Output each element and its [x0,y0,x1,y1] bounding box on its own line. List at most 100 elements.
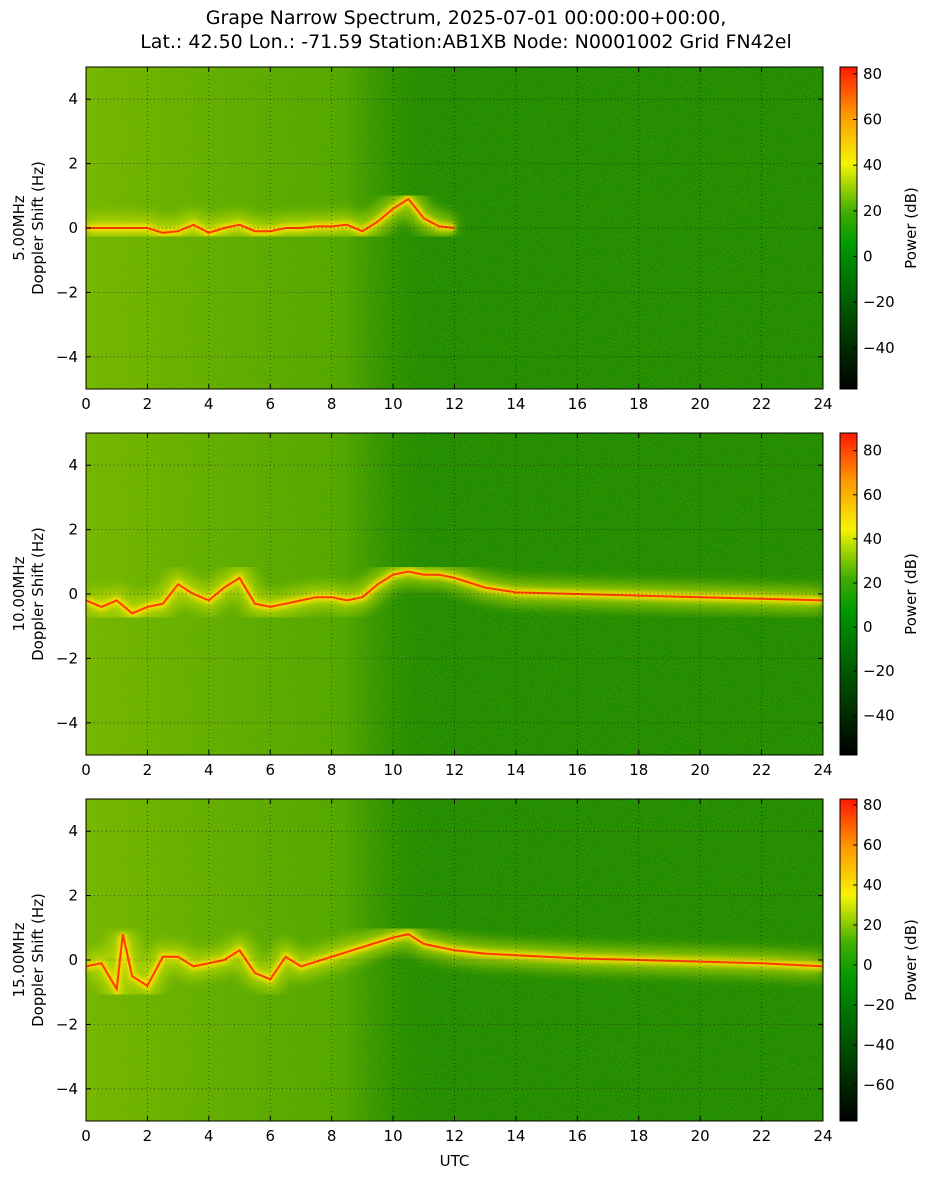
x-tick-label: 10 [384,1127,403,1145]
signal-trace [86,197,455,234]
y-axis-label-frequency: 5.00MHz [10,195,28,261]
colorbar-tick-label: 0 [863,956,873,974]
y-tick-label: 2 [68,887,78,905]
y-tick-label: 0 [68,219,78,237]
x-tick-label: 12 [445,1127,464,1145]
x-tick-label: 10 [384,395,403,413]
y-tick-label: −2 [56,1015,78,1033]
x-tick-label: 16 [568,1127,587,1145]
x-tick-label: 18 [629,395,648,413]
x-tick-label: 0 [81,1127,91,1145]
x-tick-label: 8 [327,395,337,413]
y-axis-label: Doppler Shift (Hz) [29,893,47,1027]
y-axis-label-frequency: 15.00MHz [10,922,28,997]
colorbar-tick-label: −20 [863,293,895,311]
y-tick-label: 0 [68,585,78,603]
x-tick-label: 24 [813,395,832,413]
x-tick-label: 2 [143,1127,153,1145]
x-tick-label: 22 [752,395,771,413]
y-tick-label: −2 [56,283,78,301]
colorbar-tick-label: 20 [863,574,882,592]
colorbar-tick-label: 20 [863,202,882,220]
x-tick-label: 4 [204,761,214,779]
colorbar-tick-label: 60 [863,836,882,854]
x-tick-label: 16 [568,761,587,779]
colorbar-tick-label: −40 [863,1036,895,1054]
x-tick-label: 0 [81,395,91,413]
x-tick-label: 18 [629,761,648,779]
x-axis-label: UTC [440,1152,470,1170]
signal-trace [86,570,823,615]
x-tick-label: 6 [265,395,275,413]
colorbar-tick-label: 80 [863,65,882,83]
colorbar-label: Power (dB) [902,919,920,1001]
x-tick-label: 22 [752,761,771,779]
colorbar-tick-label: 0 [863,248,873,266]
x-tick-label: 2 [143,395,153,413]
colorbar-tick-label: 40 [863,156,882,174]
y-tick-label: 4 [68,456,78,474]
x-tick-label: 14 [506,395,525,413]
x-tick-label: 4 [204,395,214,413]
x-tick-label: 6 [265,1127,275,1145]
plot-area [86,67,823,389]
colorbar-tick-label: 40 [863,530,882,548]
colorbar [839,66,858,390]
y-tick-label: −4 [56,1080,78,1098]
x-tick-label: 6 [265,761,275,779]
x-tick-label: 12 [445,395,464,413]
colorbar-tick-label: 80 [863,442,882,460]
x-tick-label: 16 [568,395,587,413]
colorbar [839,798,858,1122]
colorbar-tick-label: 20 [863,916,882,934]
x-tick-label: 24 [813,761,832,779]
colorbar-tick-label: −20 [863,996,895,1014]
y-tick-label: 4 [68,822,78,840]
colorbar-tick-label: −40 [863,339,895,357]
x-tick-label: 8 [327,1127,337,1145]
colorbar-tick-label: −40 [863,706,895,724]
x-tick-label: 20 [691,1127,710,1145]
y-tick-label: −2 [56,649,78,667]
y-axis-label: Doppler Shift (Hz) [29,161,47,295]
y-tick-label: −4 [56,348,78,366]
x-tick-label: 22 [752,1127,771,1145]
colorbar-tick-label: 60 [863,486,882,504]
y-axis-label-frequency: 10.00MHz [10,556,28,631]
y-tick-label: 2 [68,155,78,173]
colorbar-tick-label: −60 [863,1076,895,1094]
y-tick-label: 2 [68,521,78,539]
x-tick-label: 14 [506,1127,525,1145]
x-tick-label: 24 [813,1127,832,1145]
colorbar-label: Power (dB) [902,553,920,635]
chart-title-line-2: Lat.: 42.50 Lon.: -71.59 Station:AB1XB N… [140,31,792,53]
y-tick-label: 0 [68,951,78,969]
x-tick-label: 10 [384,761,403,779]
x-tick-label: 0 [81,761,91,779]
y-axis-label: Doppler Shift (Hz) [29,527,47,661]
x-tick-label: 2 [143,761,153,779]
y-tick-label: 4 [68,90,78,108]
x-tick-label: 4 [204,1127,214,1145]
x-tick-label: 18 [629,1127,648,1145]
x-tick-label: 20 [691,395,710,413]
x-tick-label: 14 [506,761,525,779]
colorbar-tick-label: 80 [863,796,882,814]
colorbar-tick-label: −20 [863,662,895,680]
plot-area [86,433,823,755]
signal-trace [86,933,823,993]
colorbar-tick-label: 60 [863,111,882,129]
y-tick-label: −4 [56,714,78,732]
colorbar-tick-label: 40 [863,876,882,894]
colorbar-label: Power (dB) [902,187,920,269]
plot-area [86,799,823,1121]
x-tick-label: 12 [445,761,464,779]
x-tick-label: 20 [691,761,710,779]
chart-title: Grape Narrow Spectrum, 2025-07-01 00:00:… [0,6,932,54]
colorbar-tick-label: 0 [863,618,873,636]
colorbar [839,432,858,756]
